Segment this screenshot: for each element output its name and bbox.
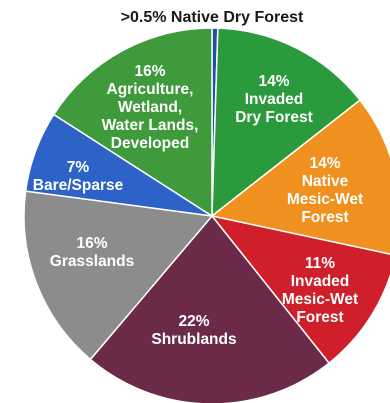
slice-label-4: 11% Invaded Mesic-Wet Forest bbox=[282, 255, 358, 326]
slice-label-8: 16% Agriculture, Wetland, Water Lands, Devel… bbox=[102, 63, 199, 152]
pie-slice-4 bbox=[210, 214, 390, 365]
pie-slice-3 bbox=[210, 99, 390, 255]
slice-label-1: >0.5% Native Dry Forest bbox=[121, 9, 304, 26]
pie-labels: >0.5% Native Dry Forest 14% Invaded Dry For… bbox=[33, 9, 363, 348]
slice-label-3: 14% Native Mesic-Wet Forest bbox=[287, 155, 363, 226]
slice-label-6: 16% Grasslands bbox=[50, 235, 134, 270]
pie-slice-2 bbox=[211, 27, 362, 218]
slice-label-5: 22% Shrublands bbox=[151, 313, 236, 348]
pie-slice-5 bbox=[89, 214, 331, 403]
slice-label-7: 7% Bare/Sparse bbox=[33, 159, 124, 194]
pie-slice-8 bbox=[52, 27, 213, 218]
pie-slices bbox=[23, 27, 390, 403]
slice-label-2: 14% Invaded Dry Forest bbox=[235, 73, 313, 126]
pie-slice-6 bbox=[23, 190, 214, 361]
